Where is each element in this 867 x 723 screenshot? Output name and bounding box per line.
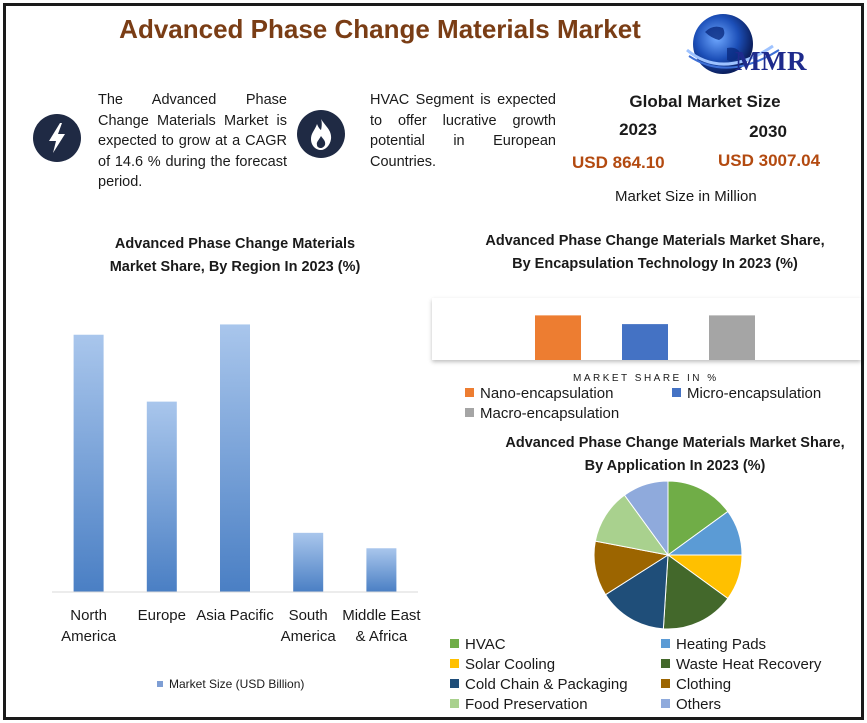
legend-swatch	[672, 388, 681, 397]
application-chart-title: Advanced Phase Change Materials Market S…	[505, 435, 845, 474]
globe-icon	[686, 14, 780, 74]
application-legend-clothing: Clothing	[661, 676, 731, 693]
region-label-europe: Europe	[137, 607, 186, 624]
application-legend-others: Others	[661, 696, 721, 713]
region-label-middle-east-and-africa: Middle East & Africa	[342, 607, 421, 645]
pie-slice-waste-heat-recovery	[662, 554, 729, 630]
region-legend-swatch	[157, 681, 163, 687]
logo-text: MMR	[735, 46, 807, 76]
legend-label: Solar Cooling	[465, 656, 556, 673]
region-label-south-america: South America	[280, 607, 336, 645]
cagr-info-text: The Advanced Phase Change Materials Mark…	[98, 92, 287, 190]
pie-slice-cold-chain-and-packaging	[604, 554, 669, 630]
region-bar-asia-pacific	[220, 324, 250, 592]
region-bar-middle-east-and-africa	[366, 548, 397, 592]
region-label-asia-pacific: Asia Pacific	[196, 607, 274, 624]
year-2023: 2023	[619, 120, 657, 139]
global-market-heading: Global Market Size	[629, 92, 781, 111]
legend-label: Macro-encapsulation	[480, 405, 620, 422]
legend-swatch	[450, 679, 459, 688]
legend-swatch	[450, 659, 459, 668]
encapsulation-legend-macro-encapsulation: Macro-encapsulation	[465, 405, 619, 422]
encapsulation-bar-macro-encapsulation	[709, 315, 755, 360]
mmr-logo: MMR	[683, 10, 833, 80]
legend-label: Micro-encapsulation	[687, 385, 822, 402]
application-legend-heating-pads: Heating Pads	[661, 636, 766, 653]
legend-swatch	[450, 639, 459, 648]
region-legend: Market Size (USD Billion)	[157, 677, 304, 691]
region-label-north-america: North America	[61, 607, 117, 645]
application-legend-food-preservation: Food Preservation	[450, 696, 588, 713]
encapsulation-bar-nano-encapsulation	[535, 315, 581, 360]
region-chart-title: Advanced Phase Change Materials Market S…	[109, 236, 361, 275]
hvac-info-text: HVAC Segment is expected to offer lucrat…	[370, 92, 556, 170]
legend-swatch	[661, 659, 670, 668]
legend-label: Heating Pads	[676, 636, 767, 653]
legend-label: HVAC	[465, 636, 506, 653]
application-legend-hvac: HVAC	[450, 636, 506, 653]
encapsulation-bar-micro-encapsulation	[622, 324, 668, 360]
legend-swatch	[450, 699, 459, 708]
market-size-caption: Market Size in Million	[615, 188, 757, 205]
lightning-icon	[33, 114, 81, 162]
legend-label: Cold Chain & Packaging	[465, 676, 628, 693]
encapsulation-legend-nano-encapsulation: Nano-encapsulation	[465, 385, 613, 402]
region-bar-europe	[146, 401, 177, 592]
legend-label: Food Preservation	[465, 696, 588, 713]
encapsulation-chart-title: Advanced Phase Change Materials Market S…	[485, 233, 825, 272]
legend-label: Nano-encapsulation	[480, 385, 614, 402]
legend-label: Others	[676, 696, 722, 713]
page-title: Advanced Phase Change Materials Market	[119, 14, 641, 44]
application-legend-cold-chain-and-packaging: Cold Chain & Packaging	[450, 676, 628, 693]
region-legend-label: Market Size (USD Billion)	[169, 677, 305, 691]
application-legend-waste-heat-recovery: Waste Heat Recovery	[661, 656, 821, 673]
encapsulation-legend-micro-encapsulation: Micro-encapsulation	[672, 385, 821, 402]
legend-swatch	[465, 408, 474, 417]
application-legend-solar-cooling: Solar Cooling	[450, 656, 555, 673]
region-bar-north-america	[73, 334, 104, 592]
legend-swatch	[661, 679, 670, 688]
legend-swatch	[661, 699, 670, 708]
region-bar-south-america	[293, 532, 324, 592]
value-2030: USD 3007.04	[718, 151, 821, 170]
value-2023: USD 864.10	[572, 153, 665, 172]
legend-label: Clothing	[676, 676, 732, 693]
pie-slice-others	[623, 480, 669, 557]
legend-swatch	[465, 388, 474, 397]
legend-label: Waste Heat Recovery	[676, 656, 822, 673]
flame-icon	[297, 110, 345, 158]
year-2030: 2030	[749, 122, 787, 141]
legend-swatch	[661, 639, 670, 648]
encapsulation-axis-label: MARKET SHARE IN %	[573, 373, 719, 384]
pie-slice-hvac	[667, 480, 729, 556]
